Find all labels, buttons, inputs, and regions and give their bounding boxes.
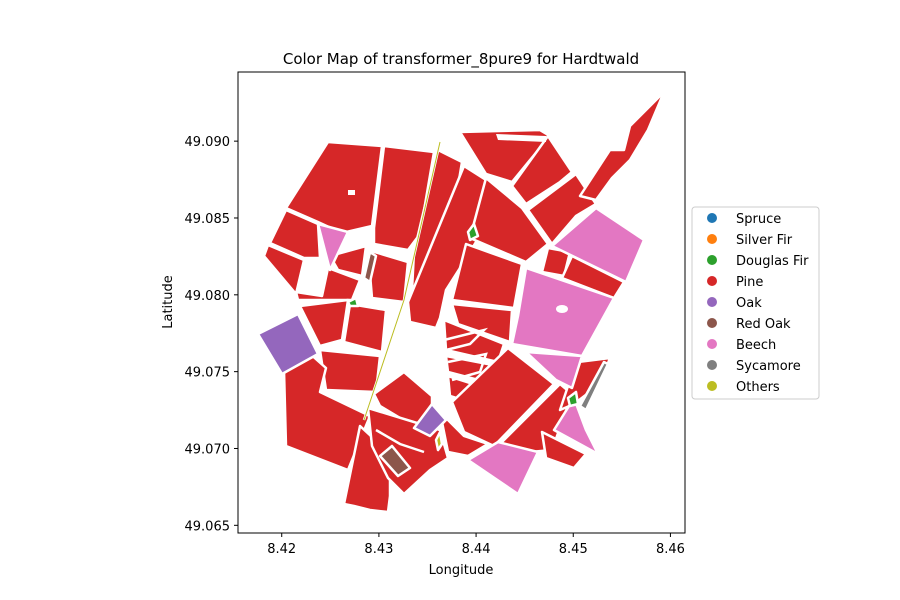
legend-marker: [707, 276, 717, 286]
y-tick-label: 49.090: [185, 135, 231, 150]
legend-marker: [707, 213, 717, 223]
legend-label: Silver Fir: [736, 233, 793, 248]
map-plot-area: 8.42 8.43 8.44 8.45 8.46 49.06549.07049.0754…: [185, 71, 686, 557]
legend-frame: [691, 206, 820, 400]
legend-marker: [707, 297, 717, 307]
stand-douglas-fir: [346, 296, 360, 308]
stand-pine: [540, 430, 588, 470]
stand-pine: [438, 410, 490, 458]
red-oak-stands: [362, 250, 412, 478]
legend-marker: [707, 234, 717, 244]
stand-douglas-fir: [566, 390, 580, 408]
internal-path: [447, 352, 488, 382]
legend-marker: [707, 381, 717, 391]
map-title: Color Map of transformer_8pure9 for Hard…: [283, 50, 639, 69]
stand-pine: [578, 90, 666, 202]
axes-frame: [237, 71, 686, 534]
legend-label: Douglas Fir: [736, 254, 809, 269]
legend-marker: [707, 360, 717, 370]
legend-label: Spruce: [736, 212, 781, 227]
beech-stands: [316, 206, 646, 496]
stand-pine: [450, 242, 524, 310]
stand-pine: [268, 208, 322, 260]
oak-stands: [256, 312, 448, 438]
y-tick-label: 49.075: [185, 366, 231, 381]
legend-label: Sycamore: [736, 359, 801, 374]
x-axis-label: Longitude: [429, 563, 494, 578]
x-tick-label: 8.43: [364, 542, 393, 557]
stand-beech: [466, 440, 540, 496]
legend-marker: [707, 255, 717, 265]
stand-beech: [524, 350, 584, 390]
clearing: [556, 305, 568, 313]
internal-path: [443, 327, 489, 352]
legend-label: Beech: [736, 338, 776, 353]
stand-pine: [450, 302, 514, 344]
y-axis-ticks: 49.065 49.070 49.075 49.080 49.085 49.090: [185, 135, 238, 534]
x-tick-label: 8.45: [559, 542, 588, 557]
stand-red-oak: [362, 250, 378, 284]
stand-others: [434, 430, 444, 452]
x-axis-ticks: 8.42 8.43 8.44 8.45 8.46: [267, 533, 685, 557]
y-tick-label: 49.065: [185, 519, 231, 534]
x-tick-label: 8.42: [267, 542, 296, 557]
stand-pine: [450, 346, 556, 448]
legend: Spruce Silver Fir Douglas Fir Pine Oak Red Oa…: [691, 206, 820, 400]
sycamore-stands: [578, 360, 610, 412]
y-tick-label: 49.085: [185, 212, 231, 227]
corridor-others-line: [363, 141, 441, 421]
stand-oak: [256, 312, 320, 376]
stand-oak: [412, 402, 448, 438]
internal-path: [375, 428, 425, 454]
stand-beech: [550, 206, 646, 284]
stand-red-oak: [378, 444, 412, 478]
x-tick-label: 8.44: [462, 542, 491, 557]
map-clearings: [348, 134, 568, 313]
map-corridor-accent: [363, 141, 441, 421]
stand-pine: [298, 298, 350, 348]
stand-pine: [372, 144, 436, 252]
stand-pine: [294, 266, 362, 302]
douglas-fir-stands: [346, 222, 580, 408]
x-tick-label: 8.46: [656, 542, 685, 557]
others-stands: [434, 430, 444, 452]
legend-marker: [707, 339, 717, 349]
legend-label: Red Oak: [736, 317, 791, 332]
stand-pine: [342, 302, 388, 354]
stand-sycamore: [578, 360, 610, 412]
y-tick-label: 49.080: [185, 289, 231, 304]
y-tick-label: 49.070: [185, 442, 231, 457]
legend-marker: [707, 318, 717, 328]
clearing: [496, 134, 546, 142]
stand-pine: [318, 348, 382, 394]
y-axis-label: Latitude: [161, 275, 176, 329]
stand-beech: [552, 396, 600, 456]
legend-label: Pine: [736, 275, 763, 290]
legend-label: Others: [736, 380, 780, 395]
clearing: [348, 190, 355, 195]
legend-label: Oak: [736, 296, 762, 311]
stand-douglas-fir: [466, 222, 480, 242]
stand-pine: [510, 134, 574, 206]
stand-beech: [316, 222, 350, 272]
